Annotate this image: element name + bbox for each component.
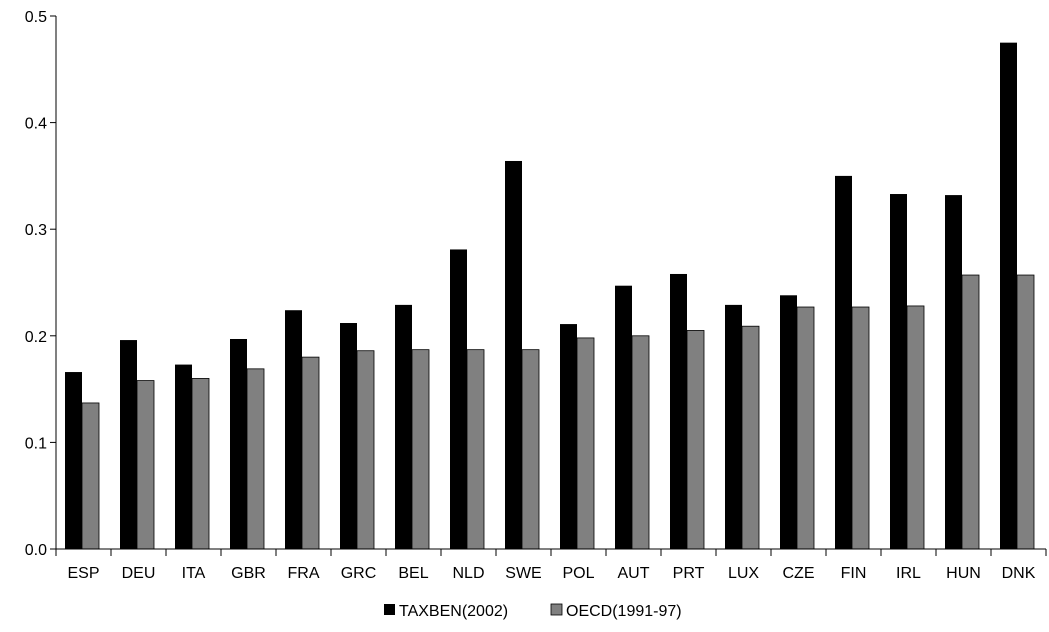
bar-taxben-nld xyxy=(450,249,467,550)
y-axis: 0.0 0.1 0.2 0.3 0.4 0.5 xyxy=(25,9,57,559)
y-tick-label: 0.0 xyxy=(25,542,47,559)
bar-taxben-fin xyxy=(835,175,852,549)
bar-oecd-grc xyxy=(356,350,375,550)
bar-oecd-fin xyxy=(851,306,870,550)
bar-oecd-lux xyxy=(741,325,760,550)
legend-label-taxben: TAXBEN(2002) xyxy=(399,603,508,620)
bar-oecd-prt xyxy=(686,330,705,550)
bar-oecd-irl xyxy=(906,305,925,550)
y-tick-label: 0.5 xyxy=(25,9,47,26)
y-tick-label: 0.2 xyxy=(25,329,47,346)
x-tick-label-bel: BEL xyxy=(398,565,428,582)
x-tick-label-lux: LUX xyxy=(728,565,759,582)
x-tick-label-fra: FRA xyxy=(288,565,320,582)
bar-taxben-aut xyxy=(615,285,632,549)
bar-taxben-bel xyxy=(395,304,412,549)
x-tick-label-fin: FIN xyxy=(841,565,867,582)
legend-swatch-taxben xyxy=(384,604,395,615)
legend: TAXBEN(2002) OECD(1991-97) xyxy=(384,603,682,620)
bar-taxben-pol xyxy=(560,324,577,549)
x-tick-label-swe: SWE xyxy=(505,565,541,582)
y-tick-label: 0.3 xyxy=(25,222,47,239)
legend-label-oecd: OECD(1991-97) xyxy=(566,603,682,620)
bar-taxben-prt xyxy=(670,273,687,549)
x-tick-label-deu: DEU xyxy=(122,565,156,582)
bar-taxben-cze xyxy=(780,295,797,549)
bar-taxben-irl xyxy=(890,194,907,549)
y-tick-label: 0.4 xyxy=(25,116,47,133)
bar-taxben-esp xyxy=(65,372,82,549)
x-tick-label-prt: PRT xyxy=(673,565,705,582)
bar-oecd-ita xyxy=(191,378,210,550)
x-tick-label-nld: NLD xyxy=(452,565,484,582)
bar-taxben-dnk xyxy=(1000,42,1017,550)
bar-taxben-hun xyxy=(945,195,962,549)
bar-oecd-bel xyxy=(411,349,430,550)
bar-oecd-esp xyxy=(81,402,100,550)
bar-taxben-gbr xyxy=(230,338,247,549)
bar-oecd-swe xyxy=(521,349,540,550)
bar-oecd-hun xyxy=(961,274,980,550)
bar-taxben-grc xyxy=(340,323,357,549)
bar-oecd-dnk xyxy=(1016,274,1035,550)
x-tick-label-ita: ITA xyxy=(182,565,206,582)
bar-oecd-deu xyxy=(136,380,155,550)
y-tick-label: 0.1 xyxy=(25,435,47,452)
x-tick-label-cze: CZE xyxy=(783,565,815,582)
bar-oecd-nld xyxy=(466,349,485,550)
x-tick-label-esp: ESP xyxy=(67,565,99,582)
legend-swatch-oecd xyxy=(550,603,563,616)
x-tick-label-irl: IRL xyxy=(896,565,921,582)
x-axis: ESP DEU ITA GBR FRA GRC BEL NLD SWE POL AUT PRT LUX C… xyxy=(55,548,1047,582)
bar-oecd-gbr xyxy=(246,368,265,550)
x-tick-label-aut: AUT xyxy=(618,565,650,582)
bar-taxben-swe xyxy=(505,160,522,549)
bar-oecd-cze xyxy=(796,306,815,550)
bar-oecd-aut xyxy=(631,335,650,550)
bar-oecd-pol xyxy=(576,337,595,550)
bar-oecd-fra xyxy=(301,356,320,550)
bars xyxy=(65,42,1035,550)
bar-taxben-ita xyxy=(175,364,192,549)
x-tick-label-grc: GRC xyxy=(341,565,377,582)
x-tick-label-pol: POL xyxy=(562,565,594,582)
bar-taxben-deu xyxy=(120,340,137,549)
bar-taxben-lux xyxy=(725,304,742,549)
x-tick-label-hun: HUN xyxy=(946,565,981,582)
bar-taxben-fra xyxy=(285,310,302,549)
x-tick-label-gbr: GBR xyxy=(231,565,266,582)
x-tick-label-dnk: DNK xyxy=(1002,565,1036,582)
